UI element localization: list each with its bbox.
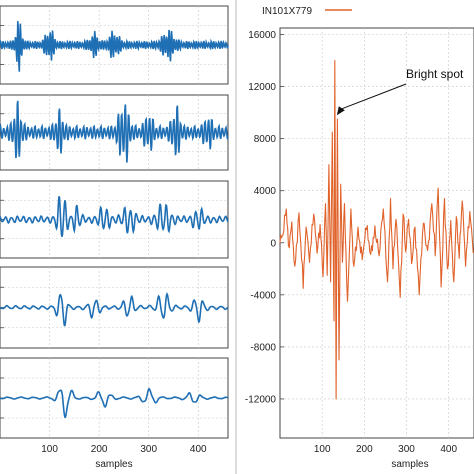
x-tick-label: 400 — [440, 444, 457, 455]
left-panel-3 — [0, 180, 229, 259]
x-tick-label: 300 — [140, 444, 157, 455]
y-tick-label: 4000 — [254, 186, 277, 197]
x-axis-title: samples — [391, 459, 428, 470]
x-tick-label: 100 — [314, 444, 331, 455]
y-tick-label: 8000 — [254, 134, 277, 145]
left-panel-2 — [0, 94, 229, 171]
x-tick-label: 400 — [190, 444, 207, 455]
legend-label: IN101X779 — [262, 6, 312, 17]
x-axis-title: samples — [95, 459, 132, 470]
y-tick-label: 0 — [270, 238, 276, 249]
y-tick-label: -12000 — [245, 394, 277, 405]
y-tick-label: -4000 — [250, 290, 276, 301]
x-tick-label: 100 — [41, 444, 58, 455]
left-panel-5: 100 200 300 400 samples — [0, 357, 229, 470]
waveform-trace — [0, 100, 229, 163]
y-tick-label: -8000 — [250, 342, 276, 353]
y-tick-label: 12000 — [248, 82, 276, 93]
annotation-arrow-head — [336, 106, 345, 116]
x-tick-label: 300 — [398, 444, 415, 455]
right-panel-group: 16000 12000 8000 4000 0 -4000 -8000 -12000 100 20… — [245, 6, 474, 470]
left-panels-group: 100 200 300 400 samples — [0, 0, 237, 474]
y-tick-label: 16000 — [248, 30, 276, 41]
waveform-trace — [0, 195, 229, 237]
waveform-trace — [0, 21, 229, 72]
trace-in101x779 — [279, 59, 474, 400]
annotation-arrow-shaft — [340, 83, 407, 110]
right-plot-frame — [279, 27, 474, 439]
x-tick-label: 200 — [91, 444, 108, 455]
waveform-trace — [0, 387, 229, 419]
left-panel-1 — [0, 5, 229, 85]
annotation-label: Bright spot — [406, 67, 464, 81]
x-tick-label: 200 — [356, 444, 373, 455]
waveform-trace — [0, 292, 229, 327]
left-panel-4 — [0, 266, 229, 349]
